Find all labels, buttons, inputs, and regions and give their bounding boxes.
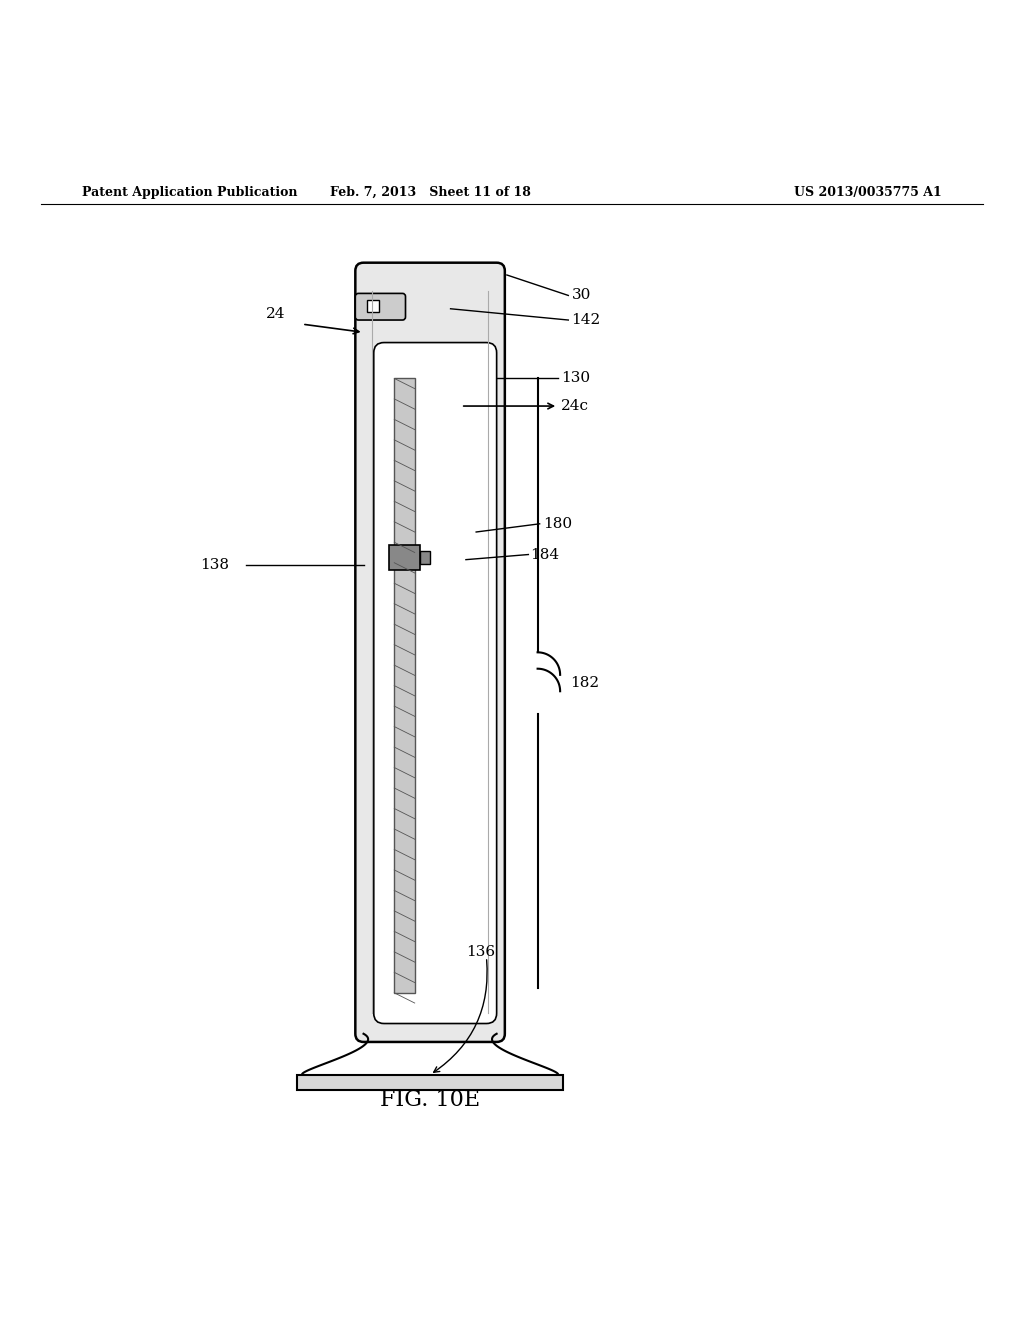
FancyBboxPatch shape — [389, 545, 420, 570]
Bar — [420, 552, 430, 564]
Text: 30: 30 — [571, 289, 591, 302]
Bar — [394, 379, 415, 993]
Text: 130: 130 — [561, 371, 590, 385]
Text: 182: 182 — [570, 676, 599, 690]
Text: FIG. 10E: FIG. 10E — [380, 1089, 480, 1111]
Text: 24c: 24c — [561, 399, 589, 413]
Text: 184: 184 — [530, 548, 559, 561]
FancyBboxPatch shape — [367, 300, 379, 312]
Text: 138: 138 — [200, 558, 228, 572]
Text: 136: 136 — [466, 945, 495, 958]
Text: Feb. 7, 2013   Sheet 11 of 18: Feb. 7, 2013 Sheet 11 of 18 — [330, 186, 530, 199]
Text: 142: 142 — [571, 313, 601, 327]
Text: 180: 180 — [543, 517, 571, 531]
Text: US 2013/0035775 A1: US 2013/0035775 A1 — [795, 186, 942, 199]
FancyBboxPatch shape — [374, 343, 497, 1023]
Text: Patent Application Publication: Patent Application Publication — [82, 186, 297, 199]
FancyBboxPatch shape — [355, 293, 406, 319]
FancyBboxPatch shape — [355, 263, 505, 1041]
FancyBboxPatch shape — [297, 1074, 563, 1090]
Text: 24: 24 — [266, 306, 286, 321]
